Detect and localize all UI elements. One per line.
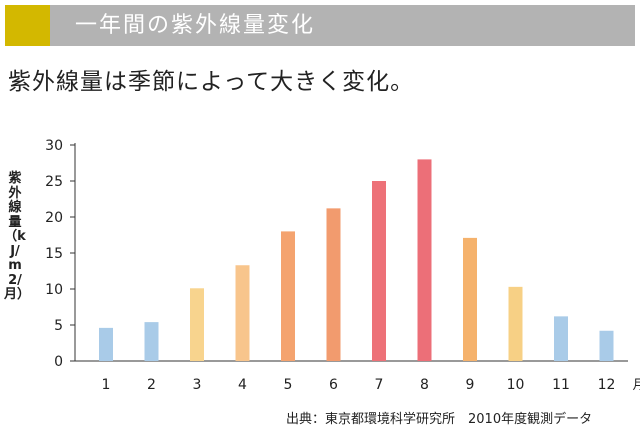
header-title: 一年間の紫外線量変化 <box>75 13 316 38</box>
bar-month-9 <box>463 237 477 361</box>
y-axis-label: 紫外線量（kJ/m2/月） <box>4 171 31 302</box>
bar-month-10 <box>508 286 523 361</box>
y-tick-label: 25 <box>45 174 63 190</box>
x-tick-label: 2 <box>147 377 156 393</box>
x-tick-label: 12 <box>598 377 616 393</box>
y-tick-label: 5 <box>54 318 63 334</box>
x-tick-label: 8 <box>420 377 429 393</box>
bar-month-7 <box>372 181 386 361</box>
bar-month-3 <box>190 288 204 361</box>
x-tick-label: 7 <box>375 377 384 393</box>
x-axis-label: 月 <box>633 378 640 393</box>
subtitle: 紫外線量は季節によって大きく変化。 <box>8 69 415 95</box>
x-tick-label: 1 <box>102 377 111 393</box>
y-tick-label: 15 <box>45 246 63 262</box>
bar-month-4 <box>235 265 250 361</box>
x-tick-label: 10 <box>507 377 525 393</box>
x-tick-label: 3 <box>193 377 202 393</box>
source-note: 出典：東京都環境科学研究所 2010年度観測データ <box>286 412 593 427</box>
bar-month-11 <box>554 316 568 361</box>
x-tick-label: 4 <box>238 377 247 393</box>
bar-month-2 <box>144 322 159 361</box>
bar-month-5 <box>281 231 295 361</box>
bar-month-8 <box>417 159 432 361</box>
header-accent-block <box>5 5 50 46</box>
y-tick-label: 20 <box>45 210 63 226</box>
header-bar: 一年間の紫外線量変化 <box>5 5 635 46</box>
bar-month-1 <box>99 327 113 361</box>
x-tick-label: 6 <box>329 377 338 393</box>
bar-month-6 <box>326 208 341 361</box>
x-tick-label: 11 <box>552 377 570 393</box>
y-tick-label: 10 <box>45 282 63 298</box>
x-tick-label: 5 <box>284 377 293 393</box>
bar-month-12 <box>599 330 614 361</box>
x-tick-label: 9 <box>466 377 475 393</box>
y-tick-label: 30 <box>45 138 63 154</box>
y-tick-label: 0 <box>54 354 63 370</box>
